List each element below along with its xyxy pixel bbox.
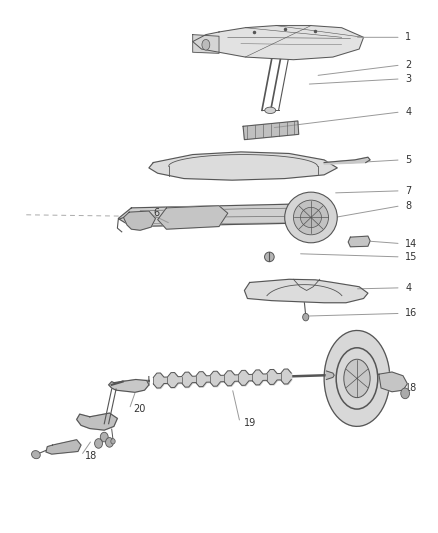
Polygon shape xyxy=(77,413,117,430)
Polygon shape xyxy=(324,157,370,164)
Polygon shape xyxy=(118,204,324,227)
Ellipse shape xyxy=(344,359,370,398)
Text: 7: 7 xyxy=(405,186,411,196)
Text: 16: 16 xyxy=(405,309,417,318)
Ellipse shape xyxy=(202,39,210,50)
Text: 5: 5 xyxy=(405,155,411,165)
Circle shape xyxy=(100,432,108,442)
Polygon shape xyxy=(379,372,407,392)
Polygon shape xyxy=(244,279,368,303)
Polygon shape xyxy=(124,211,155,230)
Text: 19: 19 xyxy=(244,418,257,427)
Ellipse shape xyxy=(293,200,328,235)
Polygon shape xyxy=(158,206,228,229)
Polygon shape xyxy=(243,121,299,140)
Circle shape xyxy=(303,313,309,321)
Polygon shape xyxy=(193,35,219,53)
Ellipse shape xyxy=(32,450,40,459)
Ellipse shape xyxy=(265,107,276,114)
Polygon shape xyxy=(324,330,390,426)
Text: 3: 3 xyxy=(405,74,411,84)
Text: 6: 6 xyxy=(153,208,159,218)
Text: 18: 18 xyxy=(405,383,417,393)
Polygon shape xyxy=(326,371,334,379)
Text: 1: 1 xyxy=(405,33,411,42)
Ellipse shape xyxy=(300,207,321,228)
Polygon shape xyxy=(193,26,364,60)
Ellipse shape xyxy=(285,192,337,243)
Text: 4: 4 xyxy=(405,283,411,293)
Text: 20: 20 xyxy=(134,405,146,414)
Polygon shape xyxy=(109,379,149,392)
Text: 15: 15 xyxy=(405,252,417,262)
Polygon shape xyxy=(46,440,81,454)
Text: 14: 14 xyxy=(405,239,417,248)
Circle shape xyxy=(401,388,410,399)
Text: 4: 4 xyxy=(405,107,411,117)
Circle shape xyxy=(111,439,115,444)
Text: 2: 2 xyxy=(405,60,411,70)
Circle shape xyxy=(95,439,102,448)
Text: 18: 18 xyxy=(85,451,98,461)
Polygon shape xyxy=(348,236,370,247)
Text: 8: 8 xyxy=(405,201,411,211)
Circle shape xyxy=(106,438,113,447)
Polygon shape xyxy=(149,152,337,180)
Ellipse shape xyxy=(265,252,274,262)
